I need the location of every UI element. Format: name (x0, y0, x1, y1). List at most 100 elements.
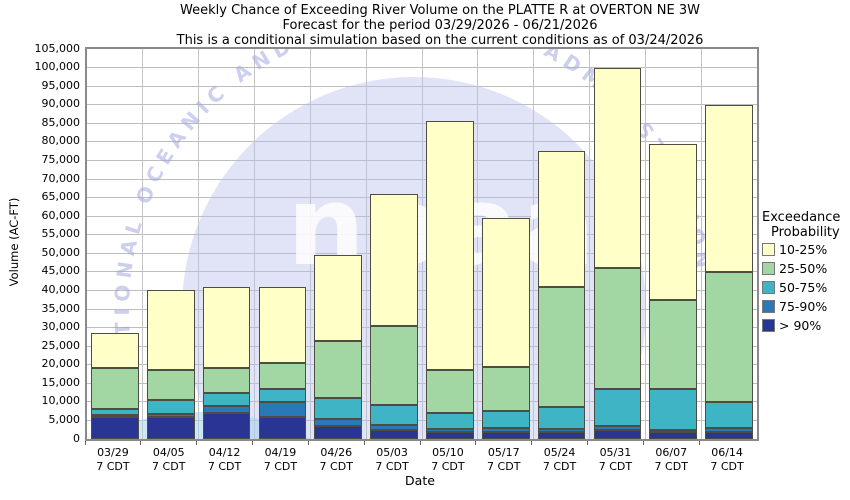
bar-segment-06-14 (705, 431, 753, 439)
x-tick-label: 05/24 7 CDT (532, 446, 588, 473)
x-tick-time: 7 CDT (375, 459, 409, 473)
y-tick-label: 100,000 (34, 60, 81, 74)
legend-swatch-icon (762, 262, 775, 275)
x-tick-mark (363, 441, 365, 445)
bar-segment-04-26 (314, 426, 363, 439)
bar-segment-04-12 (202, 405, 251, 413)
y-tick-label: 95,000 (41, 78, 81, 92)
x-tick-date: 06/14 (711, 446, 743, 459)
x-tick-time: 7 CDT (319, 459, 353, 473)
x-tick-time: 7 CDT (542, 459, 577, 473)
v-gridline (477, 49, 479, 439)
legend-entry: > 90% (762, 316, 850, 335)
bar-segment-05-31 (593, 268, 642, 389)
bar-segment-04-19 (258, 401, 307, 417)
bar-segment-05-10 (426, 370, 474, 413)
chart-title: Weekly Chance of Exceeding River Volume … (180, 3, 700, 18)
bar-segment-03-29 (91, 409, 139, 415)
x-axis-title: Date (405, 473, 435, 488)
x-tick-date: 05/10 (432, 446, 464, 459)
bar-segment-05-17 (481, 411, 530, 428)
y-tick-label: 35,000 (41, 301, 81, 315)
legend-label: 75-90% (779, 299, 828, 314)
y-tick-label: 5,000 (48, 412, 81, 426)
x-tick-time: 7 CDT (710, 459, 744, 473)
x-tick-time: 7 CDT (96, 459, 130, 473)
bar-segment-05-03 (370, 193, 418, 326)
bar-segment-05-03 (370, 425, 418, 430)
y-tick-label: 30,000 (41, 320, 81, 334)
x-tick-label: 05/31 7 CDT (588, 446, 644, 473)
legend-label: > 90% (779, 318, 822, 333)
x-tick-mark (140, 441, 142, 445)
bar-segment-05-24 (537, 286, 586, 408)
x-tick-date: 04/12 (208, 446, 241, 459)
x-tick-time: 7 CDT (654, 459, 688, 473)
x-tick-mark (475, 441, 477, 445)
bar-segment-05-24 (537, 407, 586, 429)
x-tick-date: 04/26 (320, 446, 353, 459)
x-tick-date: 05/17 (487, 446, 520, 459)
bar-segment-05-31 (593, 67, 642, 269)
bar-segment-04-05 (146, 416, 195, 439)
x-tick-mark (419, 441, 421, 445)
bar-segment-03-29 (91, 333, 139, 369)
bar-segment-04-19 (258, 416, 307, 439)
bar-segment-04-26 (314, 398, 363, 419)
legend-label: 25-50% (779, 261, 828, 276)
bar-segment-04-26 (314, 418, 363, 426)
x-tick-time: 7 CDT (207, 459, 242, 473)
legend-swatch-icon (762, 243, 775, 256)
y-axis-tick-labels: 0 5,000 10,000 15,000 20,000 25,000 30,000 35,0… (0, 42, 678, 445)
bar-segment-05-31 (593, 429, 642, 439)
bar-segment-05-24 (537, 431, 586, 439)
x-tick-date: 05/24 (543, 446, 576, 459)
x-tick-label: 05/17 7 CDT (476, 446, 532, 473)
x-tick-time: 7 CDT (263, 459, 298, 473)
bar-segment-04-12 (202, 286, 251, 369)
bar-segment-05-03 (370, 325, 418, 405)
x-tick-time: 7 CDT (487, 459, 521, 473)
y-tick-label: 55,000 (41, 227, 81, 241)
x-tick-label: 05/03 7 CDT (364, 446, 420, 473)
x-tick-time: 7 CDT (598, 459, 633, 473)
y-tick-label: 15,000 (41, 375, 81, 389)
v-gridline (142, 49, 144, 439)
legend-swatch-icon (762, 300, 775, 313)
legend-swatch-icon (762, 319, 775, 332)
x-tick-time: 7 CDT (152, 459, 186, 473)
legend-title-line2: Probability (771, 225, 840, 240)
x-tick-label: 04/26 7 CDT (308, 446, 364, 473)
y-tick-label: 40,000 (41, 282, 81, 296)
bar-segment-05-31 (593, 388, 642, 426)
bar-segment-05-17 (481, 427, 530, 432)
bar-segment-06-07 (649, 429, 698, 432)
x-tick-time: 7 CDT (431, 459, 465, 473)
x-tick-mark (84, 441, 86, 445)
bar-segment-04-12 (202, 392, 251, 406)
v-gridline (365, 49, 367, 439)
y-tick-label: 10,000 (41, 394, 81, 408)
legend-entry: 25-50% (762, 259, 850, 278)
bar-segment-04-05 (146, 370, 195, 400)
v-gridline (700, 49, 702, 439)
bar-segment-05-17 (481, 366, 530, 412)
x-tick-label: 04/05 7 CDT (141, 446, 197, 473)
legend-entry: 50-75% (762, 278, 850, 297)
bar-segment-05-10 (426, 413, 474, 430)
x-tick-label: 05/10 7 CDT (420, 446, 476, 473)
bar-segment-03-29 (91, 416, 139, 439)
chart-subtitle-conditions: This is a conditional simulation based o… (176, 33, 704, 48)
bar-segment-03-29 (91, 414, 139, 417)
bar-segment-05-03 (370, 404, 418, 426)
legend-entries: 10-25% 25-50% 50-75% 75-90% > 90% (762, 240, 850, 335)
x-tick-mark (307, 441, 309, 445)
y-tick-label: 50,000 (41, 245, 81, 259)
x-tick-mark (587, 441, 588, 445)
x-tick-date: 03/29 (97, 446, 129, 459)
v-gridline (198, 49, 200, 439)
x-tick-date: 05/03 (376, 446, 408, 459)
plot-area: NATIONAL OCEANIC AND ATMOSPHERIC ADMINIS… (85, 47, 759, 441)
bar-segment-04-12 (202, 368, 251, 393)
legend-label: 10-25% (779, 242, 828, 257)
